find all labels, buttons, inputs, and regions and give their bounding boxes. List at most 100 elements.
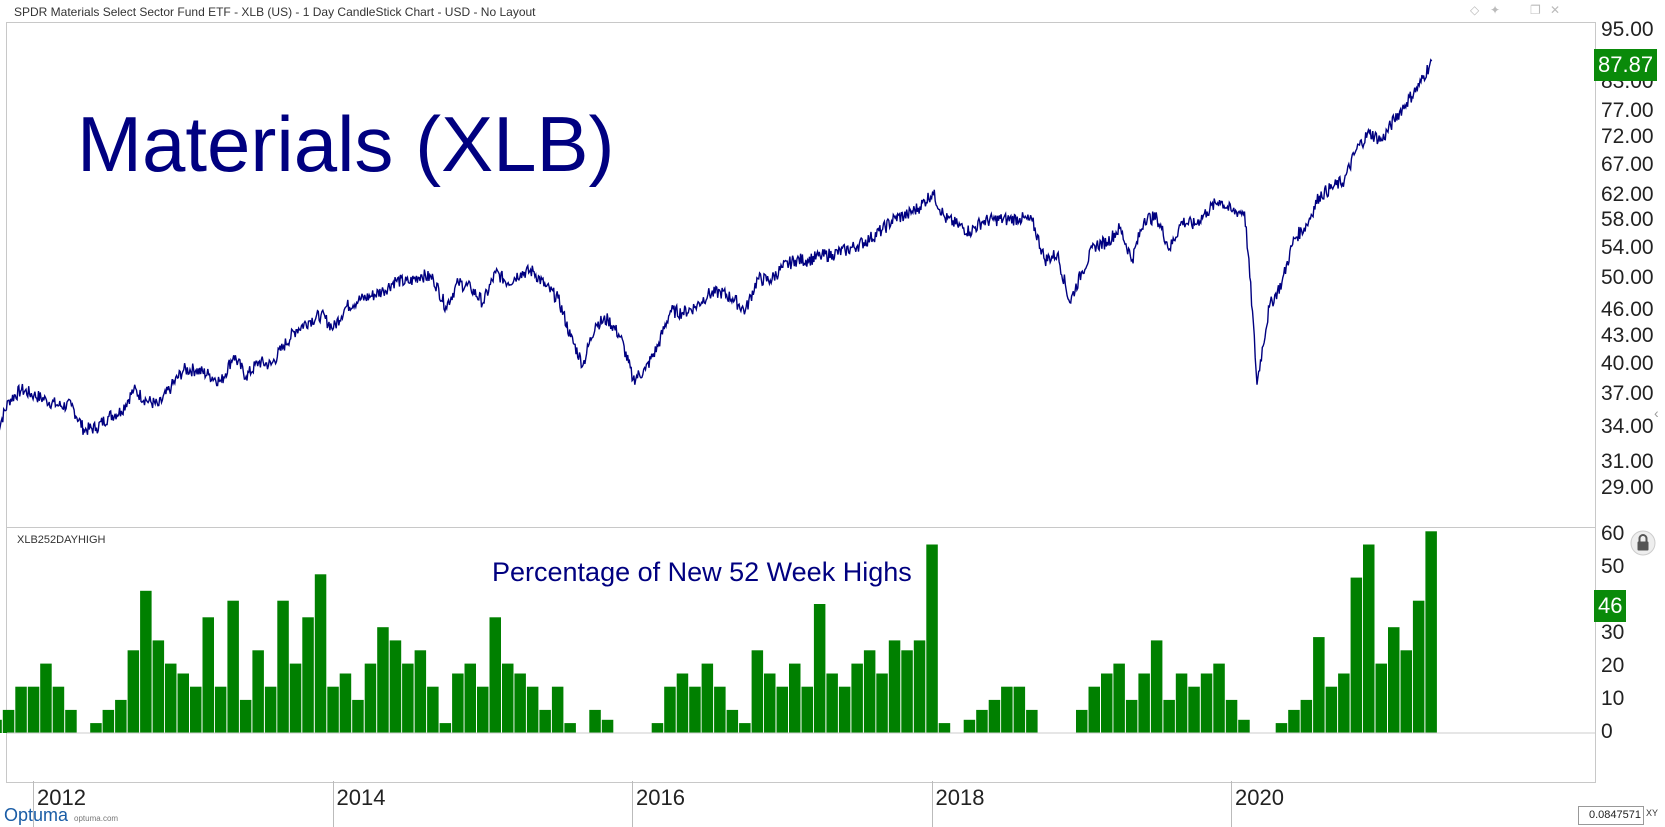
indicator-bar bbox=[1325, 686, 1338, 733]
indicator-bar bbox=[190, 686, 202, 733]
price-ytick: 34.00 bbox=[1601, 414, 1654, 438]
close-icon[interactable]: ✕ bbox=[1550, 3, 1561, 17]
last-price-badge: 87.87 bbox=[1594, 49, 1658, 81]
indicator-bar bbox=[676, 673, 689, 733]
logo-text: Optuma bbox=[4, 805, 69, 825]
indicator-bar bbox=[888, 640, 901, 733]
x-tick-mark bbox=[632, 781, 633, 827]
indicator-bar bbox=[27, 686, 40, 733]
indicator-bar bbox=[701, 663, 714, 733]
indicator-bar bbox=[165, 663, 177, 733]
price-ytick: 31.00 bbox=[1601, 450, 1654, 474]
chart-title: Materials (XLB) bbox=[77, 100, 615, 188]
indicator-bar bbox=[115, 699, 127, 733]
x-tick-mark bbox=[931, 781, 933, 827]
indicator-pane[interactable]: XLB252DAYHIGH Percentage of New 52 Week … bbox=[0, 527, 1596, 783]
indicator-bar bbox=[477, 686, 489, 733]
indicator-bar bbox=[427, 686, 439, 733]
xy-button[interactable]: XY bbox=[1646, 808, 1659, 818]
price-pane[interactable]: Materials (XLB) bbox=[0, 22, 1596, 528]
indicator-bar bbox=[1425, 531, 1437, 733]
indicator-bar bbox=[838, 686, 851, 733]
indicator-bar bbox=[227, 600, 239, 733]
indicator-bar bbox=[52, 686, 65, 733]
indicator-ytick: 0 bbox=[1601, 720, 1613, 743]
price-ytick: 95.00 bbox=[1601, 18, 1654, 41]
indicator-bar bbox=[127, 650, 140, 733]
ratio-field[interactable]: 0.0847571 bbox=[1578, 806, 1644, 825]
indicator-bar bbox=[2, 709, 15, 733]
indicator-bar bbox=[1026, 709, 1038, 733]
indicator-bar bbox=[152, 640, 165, 733]
indicator-bar bbox=[1013, 686, 1026, 733]
indicator-ytick: 60 bbox=[1601, 521, 1625, 545]
indicator-bar bbox=[377, 627, 389, 733]
price-ytick: 54.00 bbox=[1601, 236, 1654, 260]
price-ytick: 29.00 bbox=[1601, 476, 1654, 499]
indicator-chart bbox=[0, 531, 1595, 734]
indicator-bar bbox=[526, 686, 539, 733]
indicator-bar bbox=[339, 673, 352, 733]
indicator-bar bbox=[389, 640, 402, 733]
diamond-icon[interactable]: ◇ bbox=[1470, 3, 1480, 17]
indicator-bar bbox=[813, 604, 826, 733]
indicator-bar bbox=[938, 723, 951, 733]
indicator-label: XLB252DAYHIGH bbox=[17, 534, 106, 546]
indicator-bar bbox=[913, 640, 926, 733]
indicator-bar bbox=[239, 699, 252, 733]
indicator-bar bbox=[1200, 673, 1213, 733]
indicator-bar bbox=[539, 709, 551, 733]
price-ytick: 62.00 bbox=[1601, 182, 1654, 206]
indicator-ytick: 10 bbox=[1601, 686, 1625, 710]
indicator-bar bbox=[90, 723, 102, 733]
indicator-bar bbox=[464, 663, 476, 733]
restore-icon[interactable]: ❐ bbox=[1530, 3, 1541, 17]
indicator-bar bbox=[214, 686, 227, 733]
lock-icon[interactable] bbox=[1630, 530, 1656, 556]
indicator-bar bbox=[327, 686, 339, 733]
indicator-bar bbox=[601, 719, 614, 733]
x-tick-label: 2018 bbox=[935, 785, 985, 810]
price-ytick: 50.00 bbox=[1601, 265, 1654, 289]
indicator-bar bbox=[402, 663, 414, 733]
optuma-logo: Optuma optuma.com bbox=[4, 805, 118, 826]
indicator-bar bbox=[1175, 673, 1188, 733]
indicator-bar bbox=[1275, 723, 1288, 733]
indicator-bar bbox=[863, 650, 876, 733]
indicator-bar bbox=[102, 709, 115, 733]
indicator-bar bbox=[140, 590, 152, 733]
indicator-bar bbox=[289, 663, 302, 733]
x-tick-mark bbox=[1231, 781, 1232, 827]
indicator-bar bbox=[1225, 699, 1238, 733]
indicator-bar bbox=[1088, 686, 1100, 733]
indicator-bar bbox=[1101, 673, 1113, 733]
indicator-bar bbox=[976, 709, 988, 733]
indicator-bar bbox=[714, 686, 726, 733]
collapse-icon[interactable]: ‹ bbox=[1654, 405, 1659, 421]
price-ytick: 67.00 bbox=[1601, 152, 1654, 176]
price-chart bbox=[0, 58, 1433, 435]
indicator-bar bbox=[1138, 673, 1150, 733]
indicator-bar bbox=[1125, 699, 1138, 733]
indicator-bar bbox=[851, 663, 863, 733]
x-tick-label: 2012 bbox=[37, 785, 86, 810]
indicator-bar bbox=[1313, 637, 1325, 733]
indicator-bar bbox=[1338, 673, 1350, 733]
price-ytick: 72.00 bbox=[1601, 124, 1654, 148]
indicator-last-value-badge: 46 bbox=[1594, 590, 1627, 622]
pin-icon[interactable]: ✦ bbox=[1490, 3, 1501, 17]
indicator-bar bbox=[1350, 577, 1363, 733]
indicator-bar bbox=[726, 709, 739, 733]
indicator-bar bbox=[0, 719, 2, 733]
indicator-bar bbox=[801, 686, 813, 733]
indicator-bar bbox=[651, 723, 664, 733]
indicator-bar bbox=[364, 663, 377, 733]
price-series-line bbox=[0, 58, 1433, 435]
indicator-bar bbox=[564, 723, 576, 733]
indicator-bar bbox=[689, 686, 701, 733]
indicator-bar bbox=[514, 673, 526, 733]
price-ytick: 46.00 bbox=[1601, 297, 1654, 321]
price-ytick: 58.00 bbox=[1601, 208, 1654, 232]
indicator-bar bbox=[1113, 663, 1125, 733]
indicator-bar bbox=[988, 699, 1001, 733]
